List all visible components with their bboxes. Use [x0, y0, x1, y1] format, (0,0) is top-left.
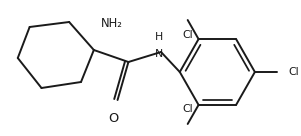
Text: NH₂: NH₂	[101, 17, 123, 30]
Text: H: H	[155, 32, 163, 42]
Text: N: N	[155, 49, 163, 59]
Text: O: O	[108, 112, 119, 125]
Text: Cl: Cl	[182, 104, 193, 114]
Text: Cl: Cl	[288, 67, 299, 77]
Text: Cl: Cl	[182, 30, 193, 40]
